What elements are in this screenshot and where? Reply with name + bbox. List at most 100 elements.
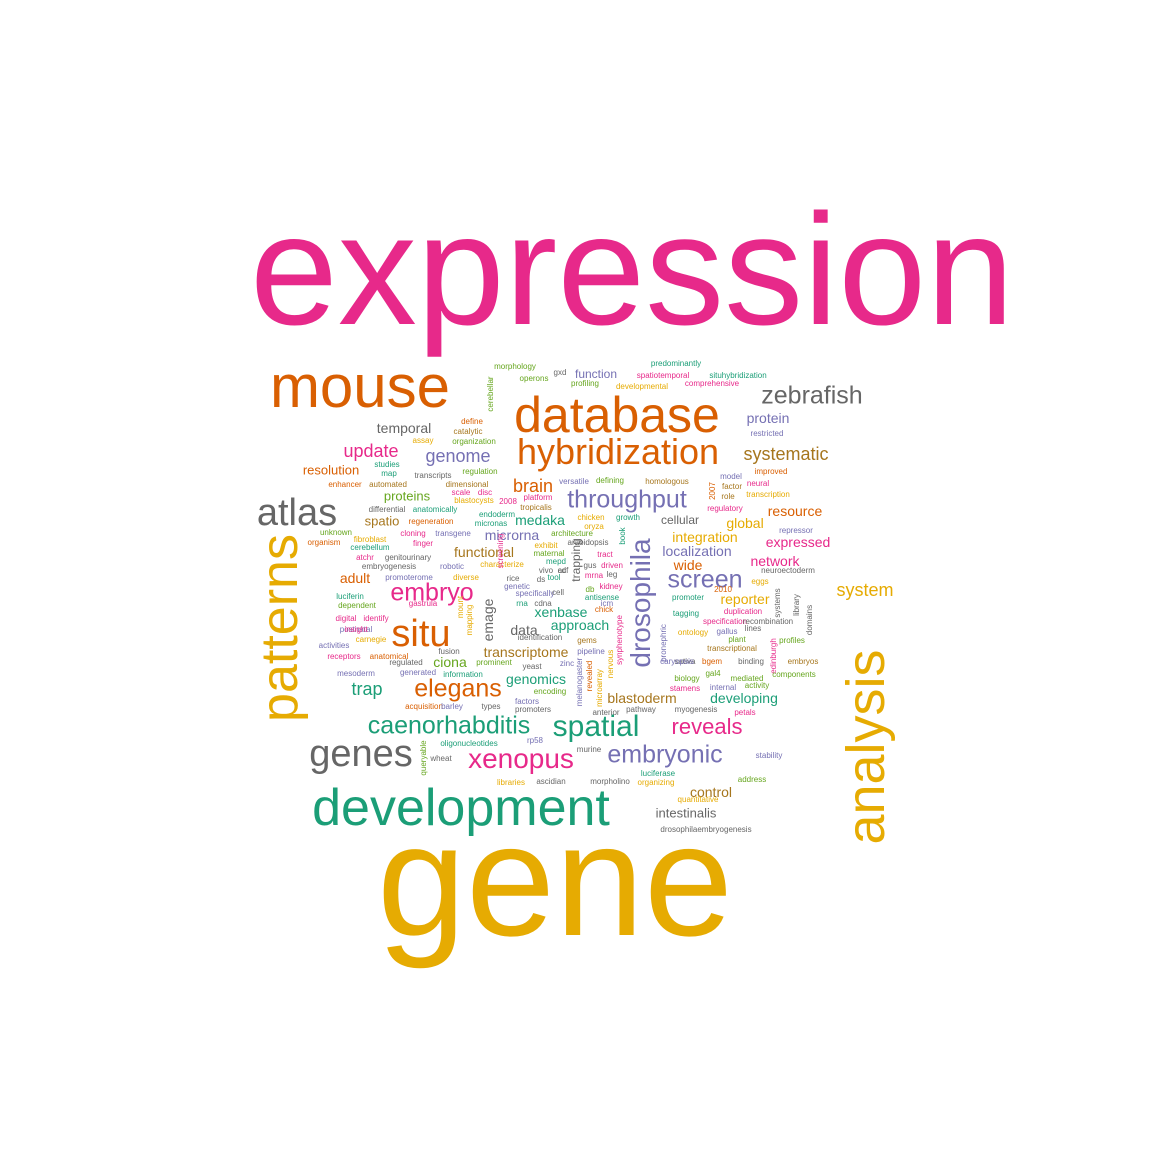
word: dependent [338,601,376,610]
word: arabidopsis [567,538,609,547]
word: fibroblast [353,535,387,544]
word: ontology [677,628,709,637]
word: zebrafish [761,381,863,410]
word: trap [351,679,383,699]
word: role [721,492,735,501]
word: mesoderm [337,669,375,678]
word: luciferin [336,592,364,601]
word: transgene [435,529,471,538]
word: receptors [327,652,361,661]
word: fusion [438,647,460,656]
word: duplication [723,607,763,616]
word: factor [721,482,743,491]
word: insight [344,625,368,634]
word: cdf [557,566,569,575]
word: xenopus [468,743,574,774]
word: emage [480,598,496,642]
word: edinburgh [769,638,778,674]
word: resolution [302,462,360,478]
word: wide [673,557,703,573]
word: atchr [356,553,374,562]
word: gems [577,636,597,645]
word: murine [576,745,602,754]
word: prominent [476,658,512,667]
word: gallus [716,627,738,636]
word: petals [734,708,756,717]
word: acquisition [405,702,443,711]
word: chicken [577,513,605,522]
word: libraries [496,778,526,787]
word: mouse [269,353,451,420]
word: promoterome [385,573,433,582]
word: patterns [251,534,309,722]
word: zinc [559,659,575,668]
word: neural [746,479,770,488]
word: digital [335,614,357,623]
word: throughput [567,485,687,514]
word: caryopsis [660,657,694,666]
word: gastrula [408,599,438,608]
word: rp58 [526,736,544,745]
word: synphenotype [615,615,624,665]
word: biology [674,674,700,683]
word: growth [615,513,641,522]
word: anatomically [412,505,458,514]
word: drosophilaembryogenesis [660,825,752,834]
word: recombination [742,617,794,626]
word: enhancer [328,480,362,489]
word: carnegie [355,635,387,644]
word: mrna [584,571,604,580]
word: stamens [669,684,701,693]
word: microarray [595,669,604,707]
word: xenbase [534,604,588,620]
word: analysis [836,649,896,845]
word: genomics [506,671,566,687]
word: pathway [626,705,656,714]
word: melanogaster [575,657,584,707]
word: system [836,580,894,600]
word: repressor [779,526,813,535]
word: platform [523,493,553,502]
word: yeast [522,662,542,671]
word: architecture [551,529,593,538]
word: book [618,527,627,545]
word: factors [514,697,540,706]
word: medaka [515,512,565,528]
word: 2007 [708,482,717,500]
word: assay [412,436,434,445]
word: maternal [533,549,565,558]
word: icm [600,599,614,608]
word: systems [773,588,782,618]
word: nervous [606,649,615,679]
word: chick [594,605,614,614]
word: cerebellar [486,376,495,412]
word: anterior [592,708,620,717]
word: systematic [743,444,829,464]
word: driven [601,561,623,570]
word: promoter [671,593,705,602]
word: ciona [433,654,467,670]
word: operons [519,374,549,383]
word: finger [412,539,434,548]
word: cloning [400,529,426,538]
word: expressed [765,534,831,550]
word: types [481,702,501,711]
word: hybridization [516,431,720,472]
word: domains [805,604,814,636]
word: stability [755,751,783,760]
word: bgem [701,657,723,666]
word: screen [667,565,743,594]
word: regulation [462,467,498,476]
word: embryogenesis [361,562,417,571]
word: organization [452,437,496,446]
word: embryonic [607,740,723,769]
word: spatial [552,710,640,743]
word: quantitative [677,795,719,804]
word: reporter [720,591,770,607]
word: restricted [750,429,784,438]
word: automated [369,480,407,489]
word: tool [547,573,561,582]
word: queryable [419,740,428,776]
word: blastocysts [454,496,494,505]
